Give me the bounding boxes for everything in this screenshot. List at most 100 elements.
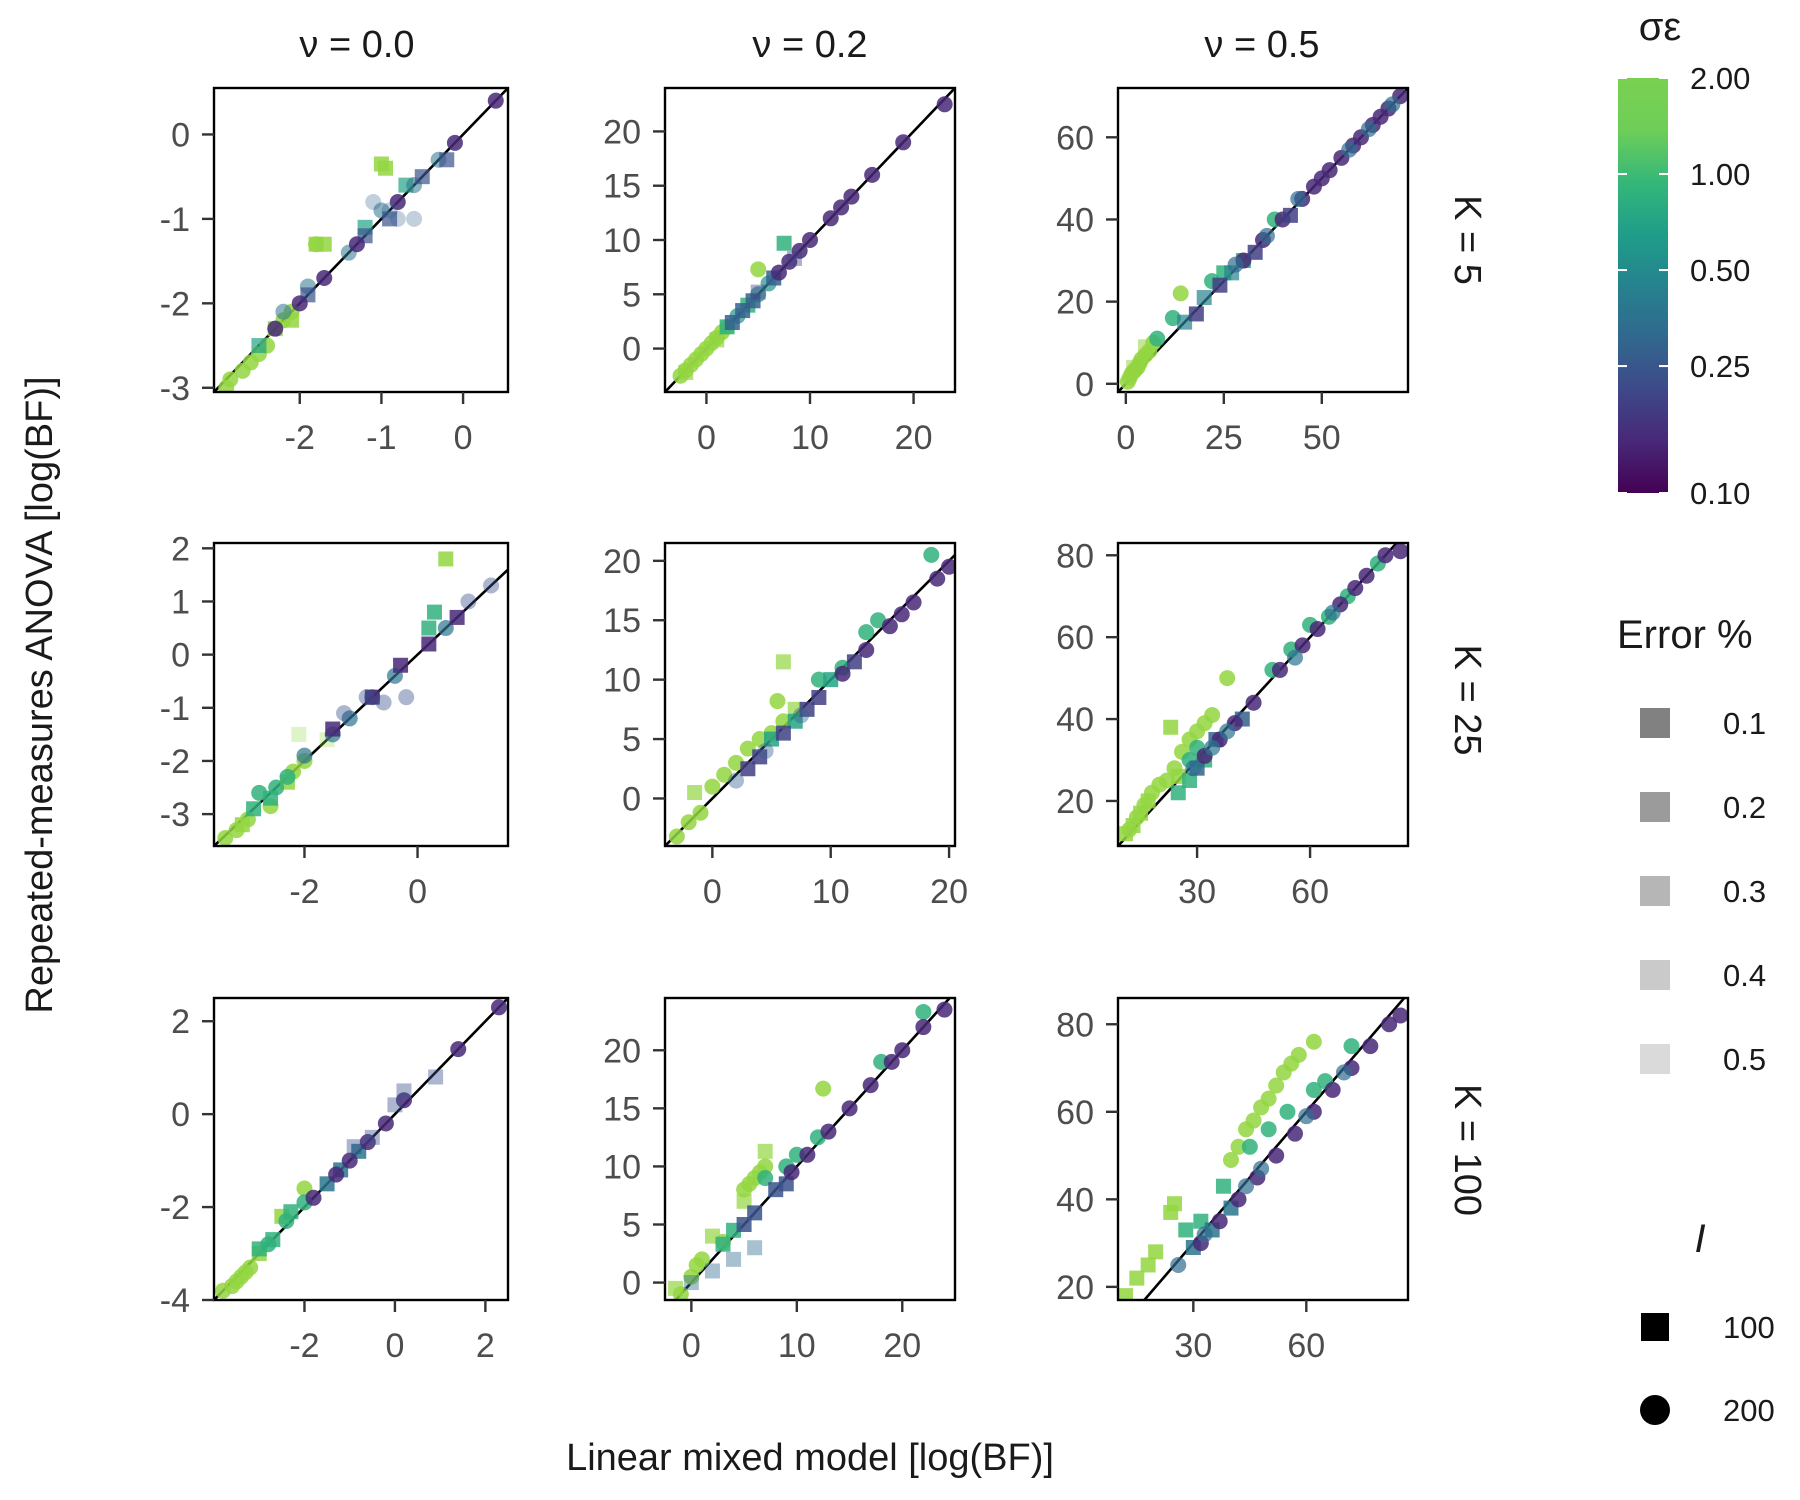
point-circle [883,1053,900,1070]
point-square [1170,768,1186,784]
y-tick-label: -3 [160,796,190,834]
error-legend-label: 0.1 [1723,706,1766,741]
point-square [823,672,839,688]
points [668,1001,953,1300]
point-circle [751,731,768,748]
panel-r0-c1: 0 10 20 0 5 10 15 20 [603,86,957,457]
point-square [1125,818,1141,834]
point-square [1215,1178,1231,1194]
point-square [346,1139,362,1155]
error-legend-swatch [1640,708,1670,738]
panel-r2-c1: 0 10 20 0 5 10 15 20 [603,996,957,1365]
point-square [1166,1196,1182,1212]
y-tick-label: 20 [603,543,641,581]
point-circle [395,1092,412,1109]
point-circle [929,570,946,587]
point-circle [1335,1064,1352,1081]
error-legend-label: 0.2 [1723,790,1766,825]
point-circle [1321,162,1338,179]
points [672,96,953,384]
row-strip-k-2: K = 100 [1446,1084,1488,1216]
point-square [726,1251,742,1267]
point-circle [1324,1081,1341,1098]
error-legend-title: Error % [1617,613,1753,657]
point-circle [406,210,423,227]
x-tick-label: 0 [385,1327,404,1365]
x-tick-label: 0 [682,1327,701,1365]
point-circle [769,693,786,710]
row-strip-k-0: K = 5 [1446,195,1488,285]
y-tick-label: 10 [603,1148,641,1186]
point-circle [894,1042,911,1059]
point-square [787,701,803,717]
point-circle [336,705,353,722]
point-circle [341,710,358,727]
points [218,92,504,392]
y-tick-label: -2 [160,1189,190,1227]
panel-border [212,86,510,394]
point-square [1196,290,1212,306]
x-tick-label: 20 [930,873,968,911]
colorbar-label: 0.10 [1690,476,1750,511]
y-tick-label: 0 [171,637,190,675]
y-tick-label: 1 [171,583,190,621]
point-circle [843,188,860,205]
point-square [715,1236,731,1252]
row-strip-k-1: K = 25 [1446,645,1488,756]
points [215,999,507,1299]
point-circle [1384,96,1401,113]
panel-border [1116,541,1410,848]
y-tick-label: 40 [1056,1181,1094,1219]
point-square [704,1263,720,1279]
point-square [1188,306,1204,322]
y-tick-label: 40 [1056,701,1094,739]
colorbar-label: 2.00 [1690,61,1750,96]
point-circle [1227,256,1244,273]
point-circle [668,828,685,845]
y-tick-label: 60 [1056,1094,1094,1132]
point-circle [864,166,881,183]
point-square [439,152,455,168]
point-circle [693,1251,710,1268]
point-circle [799,1146,816,1163]
point-square [1148,1244,1164,1260]
y-tick-label: 60 [1056,119,1094,157]
point-circle [1172,285,1189,302]
x-tick-label: 2 [476,1327,495,1365]
point-square [752,749,768,765]
point-circle [770,264,787,281]
point-circle [222,371,239,388]
y-tick-label: 0 [1075,366,1094,404]
point-circle [381,202,398,219]
point-circle [1253,1160,1270,1177]
points [1118,1007,1408,1300]
point-circle [833,199,850,216]
point-circle [1298,1108,1315,1125]
point-circle [1324,604,1341,621]
point-circle [490,999,507,1016]
point-circle [316,270,333,286]
error-legend-swatch [1640,960,1670,990]
error-legend-swatch [1640,792,1670,822]
point-circle [739,740,756,757]
y-tick-label: 80 [1056,537,1094,575]
shape-legend-items: 100 200 [1640,1310,1775,1428]
point-circle [358,689,375,706]
point-square [1212,277,1228,293]
point-circle [1287,1125,1304,1142]
point-square [747,1205,763,1221]
point-circle [862,1077,879,1094]
point-circle [858,641,875,658]
point-circle [728,754,745,771]
x-tick-label: 30 [1174,1327,1212,1365]
y-tick-label: 20 [1056,284,1094,322]
x-tick-label: 25 [1205,419,1243,457]
point-square [393,657,409,673]
point-circle [483,577,500,594]
point-circle [1392,1007,1408,1024]
point-circle [936,96,953,113]
point-circle [348,236,365,253]
point-circle [1245,694,1262,711]
y-tick-label: 15 [603,1090,641,1128]
y-tick-label: 0 [622,331,641,369]
